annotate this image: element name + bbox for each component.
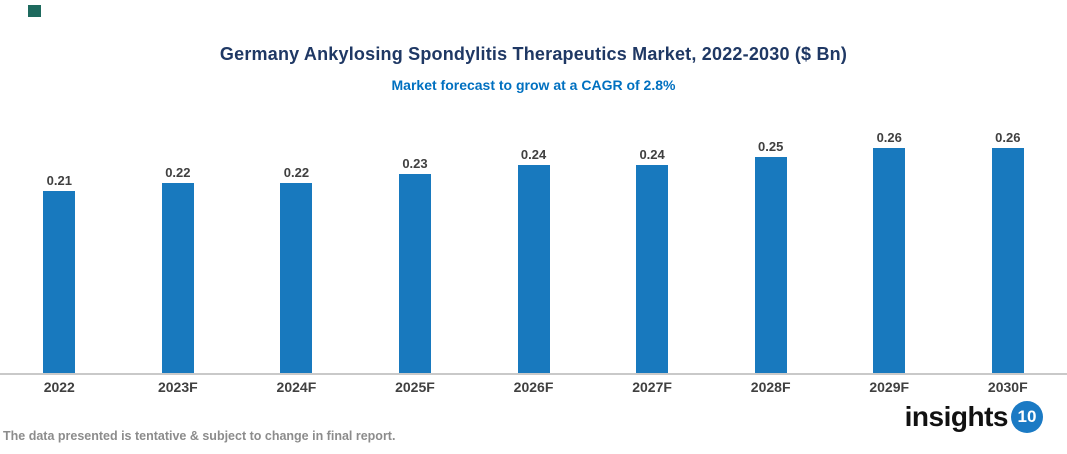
bar-group-2028F: 0.25 [711,139,830,373]
bar-chart-plot-area: 0.21 0.22 0.22 0.23 0.24 0.24 0.25 0.26 0.26 [0,100,1067,373]
x-axis-label-2026F: 2026F [513,379,554,395]
bar-2029F [873,148,906,373]
x-axis-label-2025F: 2025F [395,379,435,395]
bar-2022 [43,191,76,373]
x-axis-label-2029F: 2029F [869,379,910,395]
bar-group-2027F: 0.24 [593,147,712,373]
chart-title: Germany Ankylosing Spondylitis Therapeut… [219,44,848,64]
bar-value-label: 0.26 [876,130,902,145]
x-axis-label-2030F: 2030F [987,379,1028,395]
bar-group-2026F: 0.24 [474,147,593,373]
bar-value-label: 0.21 [46,173,72,188]
x-axis-label-2024F: 2024F [276,379,317,395]
footer-disclaimer: The data presented is tentative & subjec… [3,429,396,443]
x-axis-label-2023F: 2023F [157,379,198,395]
x-axis-label-2027F: 2027F [632,379,672,395]
x-axis-label-2028F: 2028F [750,379,791,395]
x-axis-label-2022: 2022 [43,379,75,395]
corner-accent-square [28,5,41,17]
bar-group-2024F: 0.22 [237,165,356,373]
bar-value-label: 0.22 [283,165,310,180]
bar-value-label: 0.24 [520,147,547,162]
bar-group-2023F: 0.22 [119,165,238,373]
bar-2028F [754,157,787,373]
x-axis-labels-row: 2022 2023F 2024F 2025F 2026F 2027F 2028F 2029F 2… [0,379,1067,395]
bar-2030F [991,148,1024,373]
bar-2024F [280,183,313,373]
bar-value-label: 0.25 [758,139,784,154]
bar-2023F [161,183,194,373]
chart-subtitle: Market forecast to grow at a CAGR of 2.8… [391,77,676,93]
brand-badge-circle: 10 [1011,401,1043,433]
bar-value-label: 0.24 [639,147,665,162]
bar-group-2029F: 0.26 [830,130,949,373]
bar-group-2025F: 0.23 [356,156,475,373]
bar-value-label: 0.22 [165,165,191,180]
insights10-logo: insights 10 [905,401,1043,433]
brand-name-text: insights [904,401,1009,432]
bar-2025F [398,174,431,373]
bar-group-2030F: 0.26 [949,130,1067,373]
bar-group-2022: 0.21 [0,173,119,373]
x-axis-line [0,373,1067,375]
bar-value-label: 0.23 [402,156,428,171]
bar-value-label: 0.26 [995,130,1021,145]
bar-2026F [517,165,550,373]
bar-2027F [636,165,669,373]
